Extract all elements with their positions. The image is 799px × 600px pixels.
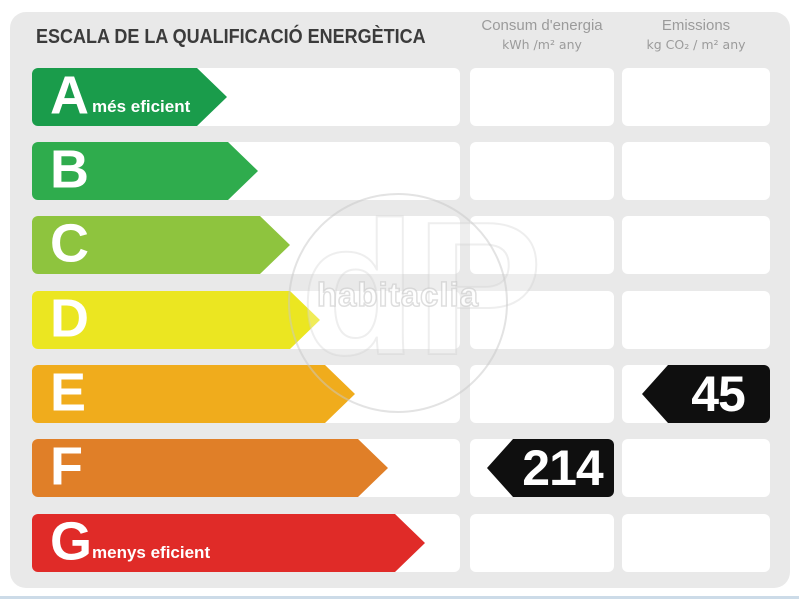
emissions-cell: [622, 439, 770, 497]
consum-cell: 214: [470, 439, 614, 497]
rating-row-d: D: [32, 291, 772, 349]
rating-grade-letter: B: [50, 139, 89, 200]
consum-cell: [470, 291, 614, 349]
emissions-cell: [622, 216, 770, 274]
rating-row-b: B: [32, 142, 772, 200]
consum-cell: [470, 216, 614, 274]
rating-note: menys eficient: [92, 543, 211, 562]
column-header-consum: Consum d'energia kWh /m² any: [460, 16, 624, 54]
consum-value-tag: 214: [487, 439, 614, 497]
rating-grade-letter: C: [50, 213, 89, 274]
rating-row-f: 214 F: [32, 439, 772, 497]
rating-arrow: D: [32, 291, 320, 349]
rating-arrow: E: [32, 365, 355, 423]
consum-cell: [470, 68, 614, 126]
rating-arrow: C: [32, 216, 290, 274]
rating-grade-letter: G: [50, 511, 93, 572]
rating-row-a: A més eficient: [32, 68, 772, 126]
emissions-column-unit: kg CO₂ / m² any: [646, 37, 746, 52]
rating-arrow: A més eficient: [32, 68, 227, 126]
rating-grade-letter: D: [50, 288, 89, 349]
emissions-cell: [622, 291, 770, 349]
consum-cell: [470, 142, 614, 200]
consum-cell: [470, 365, 614, 423]
rating-arrow: B: [32, 142, 258, 200]
rating-grade-letter: F: [50, 436, 83, 497]
rating-note: més eficient: [92, 97, 191, 116]
emissions-cell: [622, 514, 770, 572]
rating-grade-letter: E: [50, 362, 87, 423]
emissions-cell: [622, 68, 770, 126]
consum-value: 214: [522, 440, 603, 496]
bottom-edge-line: [0, 596, 799, 599]
emissions-cell: [622, 142, 770, 200]
rating-row-g: G menys eficient: [32, 514, 772, 572]
emissions-cell: 45: [622, 365, 770, 423]
rating-arrow: G menys eficient: [32, 514, 425, 572]
column-header-emissions: Emissions kg CO₂ / m² any: [614, 16, 778, 54]
rating-grade-letter: A: [50, 65, 89, 126]
consum-cell: [470, 514, 614, 572]
rating-row-e: 45 E: [32, 365, 772, 423]
rating-row-c: C: [32, 216, 772, 274]
page-title: ESCALA DE LA QUALIFICACIÓ ENERGÈTICA: [36, 26, 426, 48]
rating-arrow: F: [32, 439, 388, 497]
emissions-value: 45: [691, 366, 746, 422]
emissions-column-title: Emissions: [661, 17, 731, 34]
emissions-value-tag: 45: [642, 365, 770, 423]
consum-column-unit: kWh /m² any: [502, 37, 582, 52]
consum-column-title: Consum d'energia: [481, 17, 603, 34]
